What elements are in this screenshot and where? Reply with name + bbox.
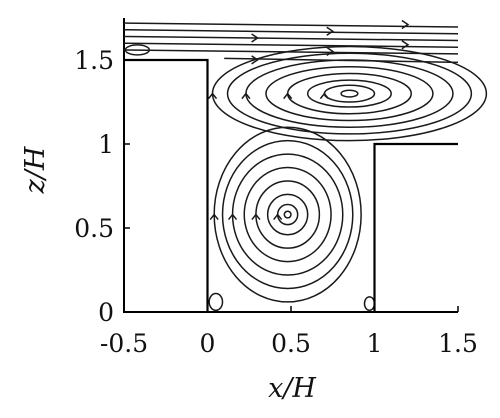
y-tick-label: 0 bbox=[98, 298, 114, 327]
lower-vortex-streamline bbox=[283, 210, 292, 219]
corner-vortex bbox=[208, 292, 224, 312]
x-tick-label: 0.5 bbox=[271, 329, 311, 358]
building-wall bbox=[373, 142, 458, 312]
corner-vortex bbox=[363, 296, 376, 312]
axis-labels: x/H z/H bbox=[20, 146, 316, 404]
flow-arrow bbox=[209, 213, 219, 221]
flow-arrow bbox=[401, 40, 410, 50]
x-tick-label: -0.5 bbox=[100, 329, 148, 358]
x-tick-label: 1.5 bbox=[438, 329, 478, 358]
y-tick-label: 0.5 bbox=[74, 214, 114, 243]
upper-vortex-streamline bbox=[340, 89, 359, 98]
free-stream-line bbox=[123, 49, 459, 55]
ticks: -0.5 0 0.5 1 1.500.511.5 bbox=[74, 46, 478, 358]
building-wall bbox=[124, 58, 209, 312]
y-tick-label: 1.5 bbox=[74, 46, 114, 75]
lower-vortex-streamline bbox=[243, 166, 332, 263]
lower-vortex-streamline bbox=[221, 139, 354, 290]
y-axis-label: z/H bbox=[20, 146, 51, 194]
free-stream-line bbox=[123, 29, 459, 35]
flow-arrow bbox=[251, 55, 259, 65]
upper-vortex-streamline bbox=[265, 65, 434, 122]
free-stream-line bbox=[123, 35, 459, 42]
flow-arrow bbox=[273, 213, 283, 221]
y-tick-label: 1 bbox=[98, 130, 114, 159]
leading-edge-vortex bbox=[124, 44, 151, 56]
upper-vortex-streamline bbox=[226, 52, 473, 135]
x-tick-label: 0 bbox=[200, 329, 216, 358]
upper-vortex-streamline bbox=[323, 84, 376, 103]
upper-vortex-streamline bbox=[306, 79, 392, 108]
x-tick-label: 1 bbox=[367, 329, 383, 358]
flow-arrow bbox=[319, 92, 329, 100]
free-stream-line bbox=[123, 22, 459, 28]
flow-arrow bbox=[326, 26, 335, 36]
flow-arrow bbox=[251, 213, 261, 221]
flow-arrow bbox=[251, 33, 259, 43]
flow-arrow bbox=[401, 19, 410, 30]
lower-vortex-streamline bbox=[231, 153, 344, 276]
plot-area bbox=[123, 18, 488, 313]
flow-arrow bbox=[207, 92, 218, 100]
lower-vortex-streamline bbox=[276, 203, 299, 226]
lower-vortex-streamline bbox=[255, 180, 321, 249]
x-axis-label: x/H bbox=[268, 373, 316, 404]
flow-arrow bbox=[241, 92, 251, 100]
flow-arrow bbox=[227, 213, 238, 221]
upper-vortex-streamline bbox=[245, 59, 454, 128]
free-stream-line bbox=[123, 42, 459, 48]
flow-arrow bbox=[283, 92, 293, 100]
lower-vortex-streamline bbox=[266, 193, 309, 236]
